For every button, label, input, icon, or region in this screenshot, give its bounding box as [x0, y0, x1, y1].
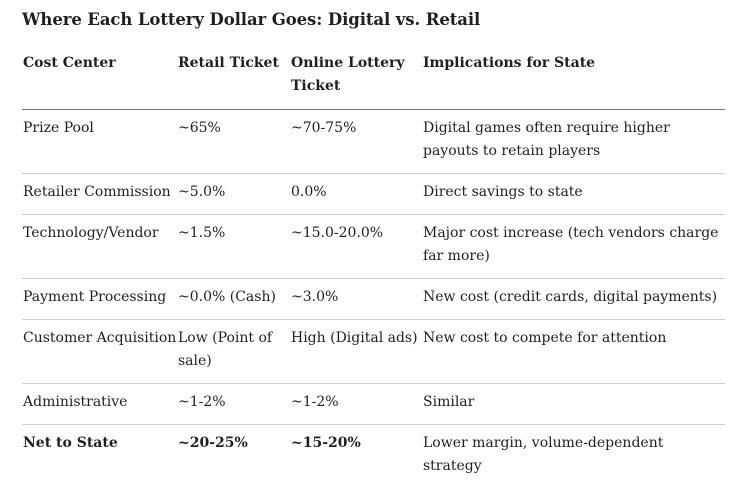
cell-cost-center: Payment Processing [22, 279, 178, 320]
cell-implications: Direct savings to state [423, 174, 725, 215]
header-retail-ticket: Retail Ticket [178, 36, 291, 110]
cell-retail: ~5.0% [178, 174, 291, 215]
header-online-ticket: Online Lottery Ticket [291, 36, 423, 110]
page-title: Where Each Lottery Dollar Goes: Digital … [22, 0, 725, 36]
cell-cost-center: Retailer Commission [22, 174, 178, 215]
table-body: Prize Pool ~65% ~70-75% Digital games of… [22, 110, 725, 488]
cell-online: High (Digital ads) [291, 320, 423, 384]
cell-cost-center: Customer Acquisition [22, 320, 178, 384]
cell-online: ~15-20% [291, 425, 423, 488]
table-row: Administrative ~1-2% ~1-2% Similar [22, 384, 725, 425]
cell-cost-center: Administrative [22, 384, 178, 425]
cell-retail: ~20-25% [178, 425, 291, 488]
cell-online: ~1-2% [291, 384, 423, 425]
cell-cost-center: Prize Pool [22, 110, 178, 174]
cell-retail: ~1.5% [178, 215, 291, 279]
table-row: Customer Acquisition Low (Point of sale)… [22, 320, 725, 384]
cell-implications: Similar [423, 384, 725, 425]
table-row: Technology/Vendor ~1.5% ~15.0-20.0% Majo… [22, 215, 725, 279]
table-header: Cost Center Retail Ticket Online Lottery… [22, 36, 725, 110]
header-implications: Implications for State [423, 36, 725, 110]
cell-retail: ~65% [178, 110, 291, 174]
cell-retail: ~1-2% [178, 384, 291, 425]
cell-online: ~70-75% [291, 110, 423, 174]
cell-implications: Digital games often require higher payou… [423, 110, 725, 174]
cell-retail: ~0.0% (Cash) [178, 279, 291, 320]
table-row: Prize Pool ~65% ~70-75% Digital games of… [22, 110, 725, 174]
header-cost-center: Cost Center [22, 36, 178, 110]
cell-online: 0.0% [291, 174, 423, 215]
cell-implications: Lower margin, volume-dependent strategy [423, 425, 725, 488]
cell-online: ~15.0-20.0% [291, 215, 423, 279]
cost-comparison-table: Cost Center Retail Ticket Online Lottery… [22, 36, 725, 488]
cell-implications: Major cost increase (tech vendors charge… [423, 215, 725, 279]
table-row-total: Net to State ~20-25% ~15-20% Lower margi… [22, 425, 725, 488]
cell-retail: Low (Point of sale) [178, 320, 291, 384]
cell-cost-center: Technology/Vendor [22, 215, 178, 279]
cell-online: ~3.0% [291, 279, 423, 320]
cell-implications: New cost to compete for attention [423, 320, 725, 384]
cell-implications: New cost (credit cards, digital payments… [423, 279, 725, 320]
cell-cost-center: Net to State [22, 425, 178, 488]
table-row: Payment Processing ~0.0% (Cash) ~3.0% Ne… [22, 279, 725, 320]
table-row: Retailer Commission ~5.0% 0.0% Direct sa… [22, 174, 725, 215]
header-row: Cost Center Retail Ticket Online Lottery… [22, 36, 725, 110]
